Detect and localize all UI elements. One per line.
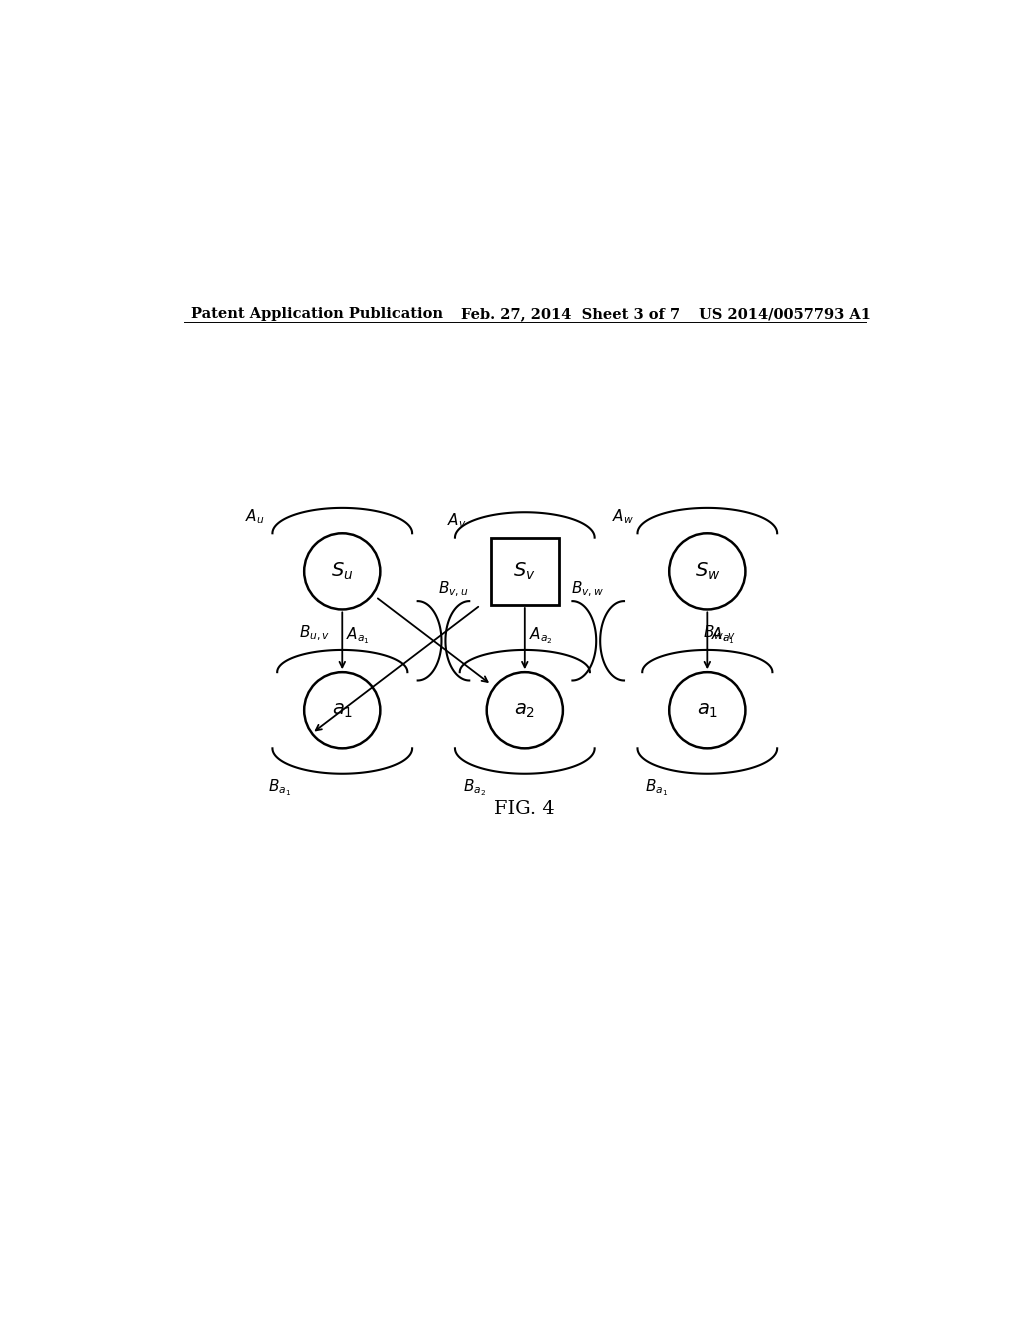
Ellipse shape xyxy=(670,672,745,748)
Bar xyxy=(492,537,558,605)
Text: $A_{a_1}$: $A_{a_1}$ xyxy=(346,626,370,645)
Text: $S_u$: $S_u$ xyxy=(331,561,353,582)
Text: $A_{a_2}$: $A_{a_2}$ xyxy=(528,626,553,645)
Text: $A_{a_1}$: $A_{a_1}$ xyxy=(712,626,735,645)
Text: $S_v$: $S_v$ xyxy=(513,561,537,582)
Ellipse shape xyxy=(304,533,380,610)
Text: $B_{a_2}$: $B_{a_2}$ xyxy=(463,777,485,799)
Text: $a_1$: $a_1$ xyxy=(696,701,718,719)
Text: $B_{a_1}$: $B_{a_1}$ xyxy=(645,777,669,799)
Text: $S_w$: $S_w$ xyxy=(694,561,720,582)
Ellipse shape xyxy=(304,672,380,748)
Ellipse shape xyxy=(486,672,563,748)
Text: Feb. 27, 2014  Sheet 3 of 7: Feb. 27, 2014 Sheet 3 of 7 xyxy=(461,308,680,321)
Text: FIG. 4: FIG. 4 xyxy=(495,800,555,818)
Text: $B_{u,v}$: $B_{u,v}$ xyxy=(299,623,331,643)
Ellipse shape xyxy=(670,533,745,610)
Text: Patent Application Publication: Patent Application Publication xyxy=(191,308,443,321)
Text: US 2014/0057793 A1: US 2014/0057793 A1 xyxy=(699,308,871,321)
Text: $B_{w,v}$: $B_{w,v}$ xyxy=(703,623,736,643)
Text: $B_{v,u}$: $B_{v,u}$ xyxy=(437,579,468,599)
Text: $B_{v,w}$: $B_{v,w}$ xyxy=(571,579,604,599)
Text: $a_2$: $a_2$ xyxy=(514,701,536,719)
Text: $A_v$: $A_v$ xyxy=(447,511,467,531)
Text: $a_1$: $a_1$ xyxy=(332,701,353,719)
Text: $A_u$: $A_u$ xyxy=(245,507,264,525)
Text: $A_w$: $A_w$ xyxy=(611,507,634,525)
Text: $B_{a_1}$: $B_{a_1}$ xyxy=(268,777,292,799)
